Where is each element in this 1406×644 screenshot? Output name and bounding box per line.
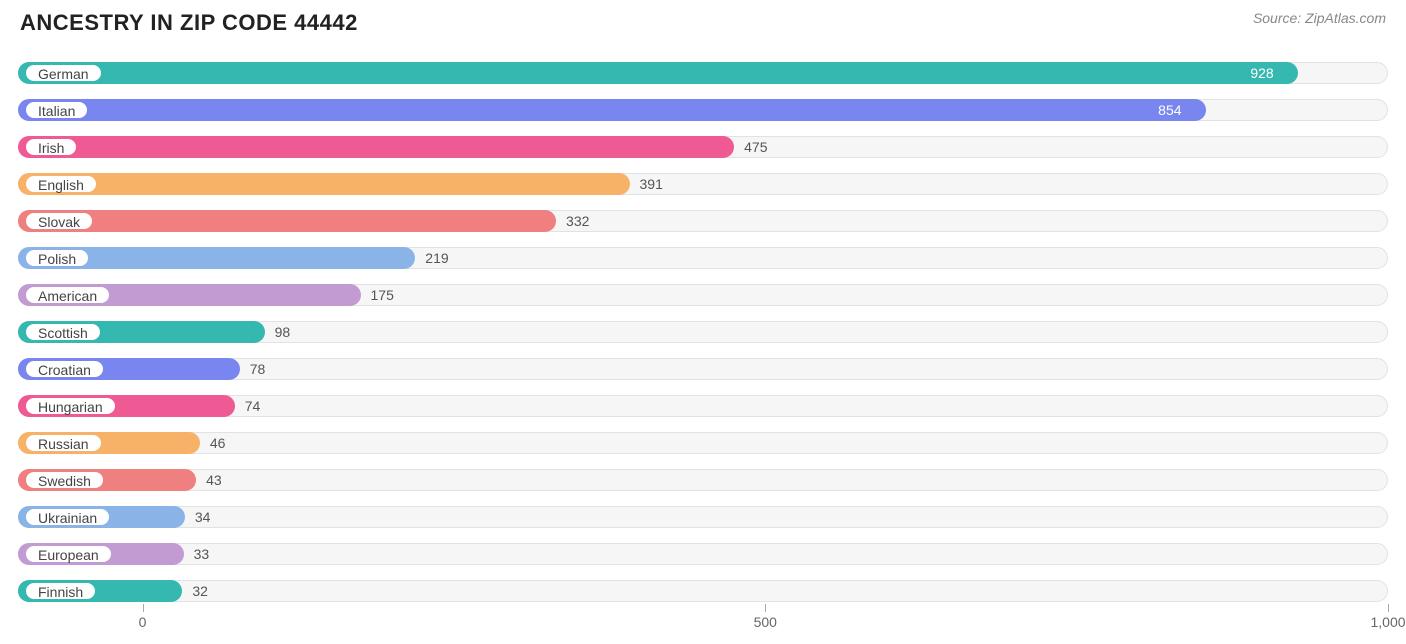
bar-track bbox=[18, 580, 1388, 602]
bar-value-label: 43 bbox=[206, 472, 222, 488]
axis-tick-label: 1,000 bbox=[1370, 614, 1405, 630]
bar-category-label: European bbox=[24, 544, 113, 564]
chart-title: ANCESTRY IN ZIP CODE 44442 bbox=[20, 10, 358, 36]
bar-value-label: 46 bbox=[210, 435, 226, 451]
bar-value-label: 74 bbox=[245, 398, 261, 414]
bar-fill bbox=[18, 136, 734, 158]
bar-category-label: American bbox=[24, 285, 111, 305]
bar-category-label: Slovak bbox=[24, 211, 94, 231]
bar-value-label: 34 bbox=[195, 509, 211, 525]
bar-category-label: German bbox=[24, 63, 103, 83]
bar-value-label: 475 bbox=[744, 139, 767, 155]
bar-fill bbox=[18, 99, 1206, 121]
x-axis: 05001,000 bbox=[18, 604, 1388, 632]
bar-row: Irish 475 bbox=[18, 130, 1388, 164]
bar-row: Swedish 43 bbox=[18, 463, 1388, 497]
bar-value-label: 854 bbox=[1158, 102, 1181, 118]
bar-category-label: Swedish bbox=[24, 470, 105, 490]
bar-row: German 928 bbox=[18, 56, 1388, 90]
bar-value-label: 32 bbox=[192, 583, 208, 599]
bar-category-label: Croatian bbox=[24, 359, 105, 379]
bar-row: Croatian 78 bbox=[18, 352, 1388, 386]
source-attribution: Source: ZipAtlas.com bbox=[1253, 10, 1386, 26]
bar-category-label: Irish bbox=[24, 137, 78, 157]
bar-category-label: Hungarian bbox=[24, 396, 117, 416]
bar-track bbox=[18, 506, 1388, 528]
chart-area: German 928 Italian 854 Irish 475 English 391 Slo… bbox=[18, 56, 1388, 602]
bar-category-label: Finnish bbox=[24, 581, 97, 601]
bar-track bbox=[18, 543, 1388, 565]
bar-row: Polish 219 bbox=[18, 241, 1388, 275]
bar-value-label: 78 bbox=[250, 361, 266, 377]
axis-tick-label: 500 bbox=[754, 614, 777, 630]
bar-value-label: 391 bbox=[640, 176, 663, 192]
bar-row: Ukrainian 34 bbox=[18, 500, 1388, 534]
bar-row: English 391 bbox=[18, 167, 1388, 201]
bar-row: European 33 bbox=[18, 537, 1388, 571]
header: ANCESTRY IN ZIP CODE 44442 Source: ZipAt… bbox=[0, 0, 1406, 36]
bar-value-label: 98 bbox=[275, 324, 291, 340]
bar-fill bbox=[18, 210, 556, 232]
axis-tick bbox=[1388, 604, 1389, 612]
bar-category-label: Ukrainian bbox=[24, 507, 111, 527]
bar-row: Italian 854 bbox=[18, 93, 1388, 127]
bar-category-label: Polish bbox=[24, 248, 90, 268]
axis-tick-label: 0 bbox=[139, 614, 147, 630]
bar-value-label: 175 bbox=[371, 287, 394, 303]
bar-row: Slovak 332 bbox=[18, 204, 1388, 238]
bar-track bbox=[18, 469, 1388, 491]
bar-row: American 175 bbox=[18, 278, 1388, 312]
bar-value-label: 219 bbox=[425, 250, 448, 266]
axis-tick bbox=[765, 604, 766, 612]
bar-category-label: English bbox=[24, 174, 98, 194]
bar-category-label: Scottish bbox=[24, 322, 102, 342]
axis-tick bbox=[143, 604, 144, 612]
bar-row: Hungarian 74 bbox=[18, 389, 1388, 423]
bar-category-label: Russian bbox=[24, 433, 103, 453]
bar-fill bbox=[18, 173, 630, 195]
bar-row: Russian 46 bbox=[18, 426, 1388, 460]
bar-fill bbox=[18, 62, 1298, 84]
bar-row: Scottish 98 bbox=[18, 315, 1388, 349]
bar-row: Finnish 32 bbox=[18, 574, 1388, 608]
bar-category-label: Italian bbox=[24, 100, 89, 120]
bar-value-label: 33 bbox=[194, 546, 210, 562]
bar-value-label: 928 bbox=[1250, 65, 1273, 81]
bar-value-label: 332 bbox=[566, 213, 589, 229]
